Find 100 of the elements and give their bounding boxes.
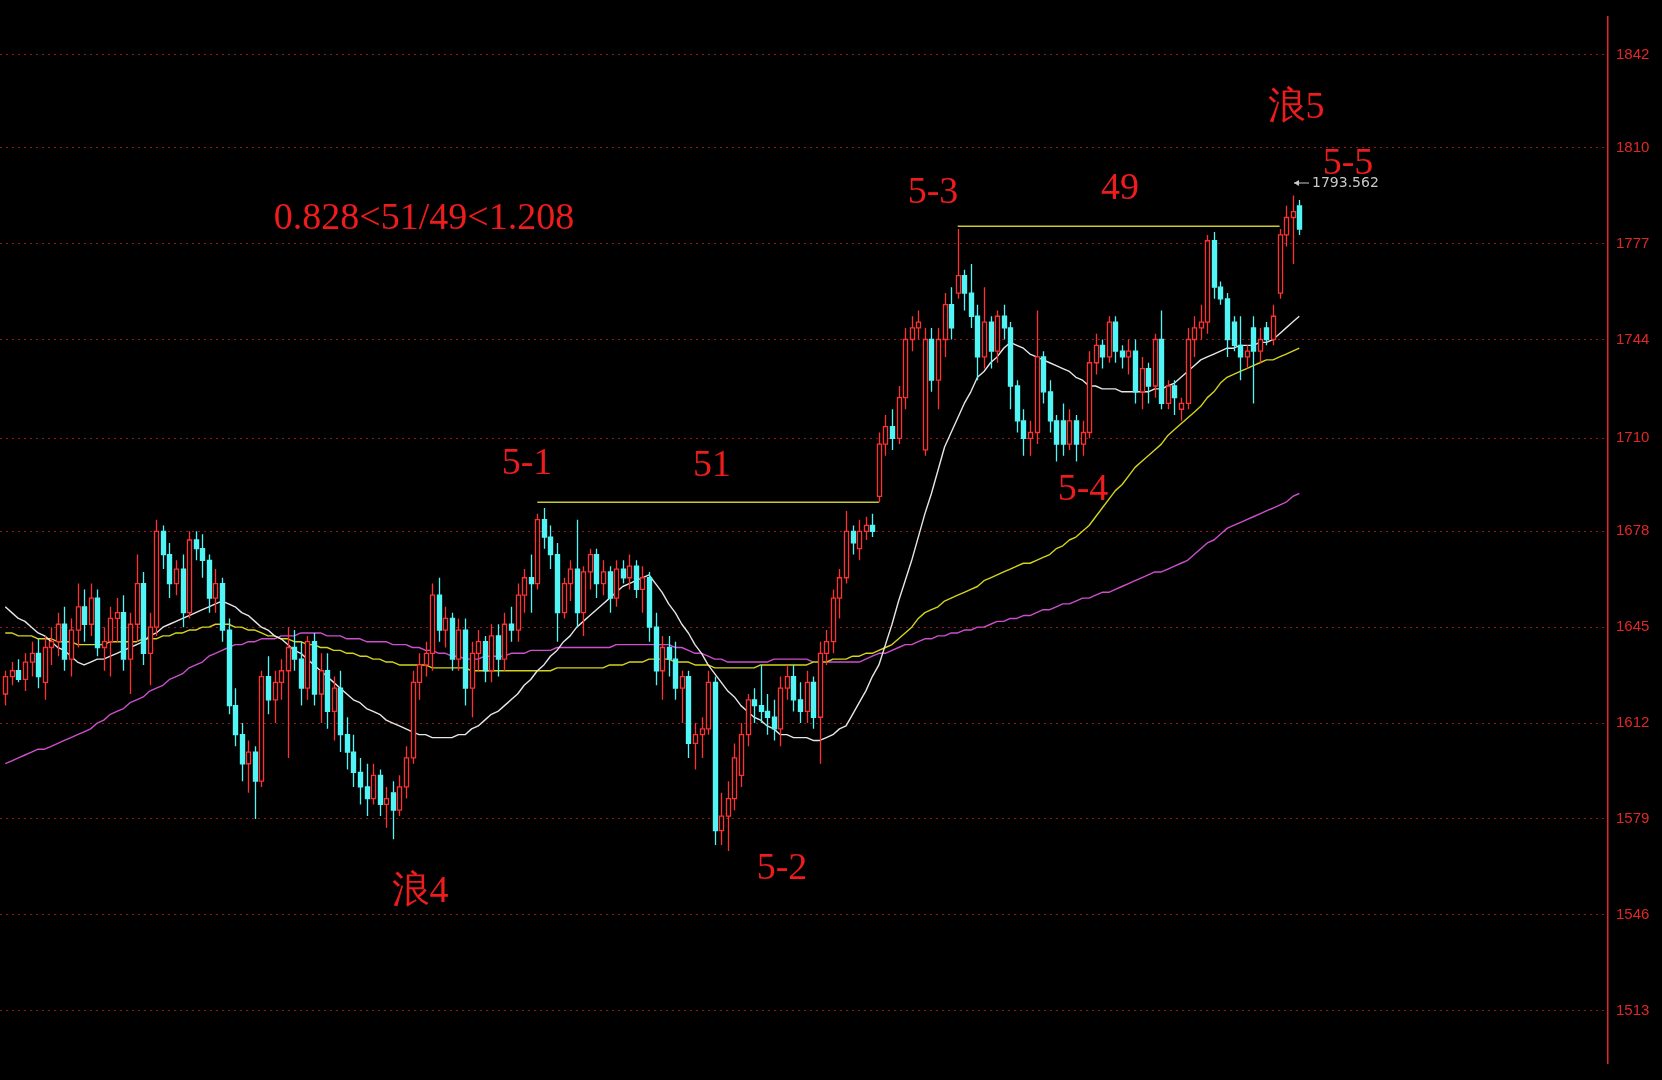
- y-tick-label: 1579: [1616, 809, 1650, 827]
- candlestick: [298, 641, 305, 707]
- candlestick: [311, 632, 318, 707]
- candlestick: [679, 670, 686, 724]
- candlestick: [1158, 309, 1165, 410]
- candlestick: [935, 327, 942, 410]
- candlestick: [843, 510, 850, 585]
- candlestick: [659, 635, 666, 701]
- annotation: 浪5: [1267, 83, 1325, 126]
- candlestick: [173, 559, 180, 596]
- annotation: 5-1: [501, 439, 553, 482]
- y-tick-label: 1842: [1616, 44, 1650, 62]
- candlestick: [1290, 194, 1297, 265]
- candlestick: [528, 553, 535, 614]
- y-tick-label: 1777: [1616, 233, 1650, 251]
- candlestick: [455, 617, 462, 672]
- candlestick: [1034, 309, 1041, 445]
- candlestick: [68, 617, 75, 678]
- candlestick: [206, 553, 213, 614]
- candlestick: [988, 315, 995, 370]
- candlestick: [955, 228, 962, 300]
- candlestick: [639, 565, 646, 614]
- candlestick: [1132, 338, 1139, 405]
- candlestick: [436, 577, 443, 643]
- candlestick: [1250, 315, 1257, 405]
- candlestick: [981, 286, 988, 370]
- candlestick: [265, 655, 272, 715]
- candlestick: [738, 722, 745, 788]
- candlestick: [252, 745, 259, 820]
- candlestick: [804, 670, 811, 724]
- annotation: 5-3: [907, 168, 959, 211]
- candlestick: [488, 623, 495, 684]
- candlestick: [1257, 327, 1264, 364]
- candlestick: [1171, 379, 1178, 416]
- candlestick: [55, 611, 62, 657]
- candlestick: [383, 786, 390, 829]
- annotation: 5-2: [756, 844, 808, 887]
- candlestick: [403, 745, 410, 800]
- text: 1793.562: [1312, 173, 1379, 190]
- candlestick: [1027, 420, 1034, 457]
- candlestick: [692, 722, 699, 771]
- candlestick: [318, 652, 325, 724]
- candlestick: [607, 565, 614, 614]
- candlestick: [212, 568, 219, 614]
- candlestick: [291, 629, 298, 672]
- candlestick: [1224, 292, 1231, 358]
- candlestick: [587, 548, 594, 591]
- candlestick: [245, 739, 252, 794]
- candlestick: [29, 641, 36, 678]
- candlestick: [889, 408, 896, 451]
- candlestick: [574, 519, 581, 628]
- annotation: 5-4: [1057, 465, 1109, 508]
- candlestick: [856, 519, 863, 561]
- candlestick: [600, 559, 607, 596]
- candlestick: [22, 652, 29, 692]
- candlestick: [501, 611, 508, 672]
- candlestick: [712, 675, 719, 846]
- candlestick: [554, 542, 561, 643]
- y-tick-label: 1710: [1616, 428, 1650, 446]
- annotation: 49: [1101, 164, 1139, 207]
- y-tick-label: 1678: [1616, 521, 1650, 539]
- candlestick: [771, 699, 778, 742]
- candlestick: [442, 606, 449, 649]
- candlestick: [790, 664, 797, 713]
- candlestick: [948, 286, 955, 341]
- candlestick: [1073, 414, 1080, 463]
- y-tick-label: 1744: [1616, 329, 1650, 347]
- candlestick: [61, 606, 68, 672]
- annotation: 浪4: [391, 867, 449, 910]
- y-tick-label: 1810: [1616, 137, 1650, 155]
- candlestick: [88, 582, 95, 637]
- candlestick: [75, 582, 82, 649]
- candlestick: [751, 687, 758, 724]
- candlestick: [140, 571, 147, 666]
- annotation: 0.828<51/49<1.208: [273, 194, 575, 237]
- candlestick: [928, 327, 935, 393]
- candlestick: [646, 571, 653, 643]
- candlestick: [127, 611, 134, 695]
- y-tick-label: 1645: [1616, 617, 1650, 635]
- candlestick: [495, 623, 502, 678]
- candlestick: [797, 681, 804, 724]
- candlestick: [1139, 356, 1146, 410]
- candlestick: [653, 611, 660, 686]
- candlestick: [580, 565, 587, 637]
- candlestick: [357, 757, 364, 806]
- y-tick-label: 1546: [1616, 904, 1650, 922]
- candlestick: [777, 675, 784, 747]
- candlestick: [784, 664, 791, 701]
- candlestick: [1060, 402, 1067, 457]
- candlestick: [134, 553, 141, 643]
- candlestick: [114, 597, 121, 643]
- candlestick: [35, 638, 42, 689]
- candlestick: [593, 548, 600, 599]
- y-tick-label: 1513: [1616, 1000, 1650, 1018]
- candlestick: [685, 670, 692, 759]
- candlestick: [961, 269, 968, 312]
- candlestick: [337, 670, 344, 753]
- candlestick: [942, 292, 949, 358]
- candlestick: [239, 722, 246, 782]
- candlestick: [120, 594, 127, 672]
